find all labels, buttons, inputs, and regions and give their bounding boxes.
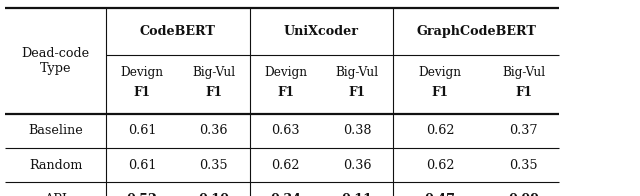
- Text: 0.61: 0.61: [128, 124, 156, 137]
- Text: 0.10: 0.10: [198, 193, 229, 196]
- Text: Devign: Devign: [264, 66, 307, 79]
- Text: Dead-code
Type: Dead-code Type: [22, 47, 90, 75]
- Text: 0.34: 0.34: [270, 193, 301, 196]
- Text: Random: Random: [29, 159, 83, 172]
- Text: CodeBERT: CodeBERT: [140, 25, 216, 38]
- Text: F1: F1: [134, 86, 150, 99]
- Text: 0.61: 0.61: [128, 159, 156, 172]
- Text: GraphCodeBERT: GraphCodeBERT: [416, 25, 536, 38]
- Text: UniXcoder: UniXcoder: [284, 25, 359, 38]
- Text: 0.35: 0.35: [200, 159, 228, 172]
- Text: 0.11: 0.11: [342, 193, 372, 196]
- Text: Devign: Devign: [419, 66, 462, 79]
- Text: 0.38: 0.38: [343, 124, 371, 137]
- Text: 0.62: 0.62: [271, 159, 300, 172]
- Text: API: API: [44, 193, 67, 196]
- Text: 0.63: 0.63: [271, 124, 300, 137]
- Text: 0.35: 0.35: [509, 159, 538, 172]
- Text: Baseline: Baseline: [28, 124, 83, 137]
- Text: 0.36: 0.36: [343, 159, 371, 172]
- Text: 0.62: 0.62: [426, 159, 454, 172]
- Text: Big-Vul: Big-Vul: [502, 66, 545, 79]
- Text: F1: F1: [515, 86, 532, 99]
- Text: Devign: Devign: [120, 66, 164, 79]
- Text: Big-Vul: Big-Vul: [335, 66, 379, 79]
- Text: 0.47: 0.47: [425, 193, 456, 196]
- Text: F1: F1: [277, 86, 294, 99]
- Text: 0.52: 0.52: [127, 193, 157, 196]
- Text: 0.62: 0.62: [426, 124, 454, 137]
- Text: 0.36: 0.36: [200, 124, 228, 137]
- Text: 0.09: 0.09: [508, 193, 539, 196]
- Text: F1: F1: [349, 86, 365, 99]
- Text: Big-Vul: Big-Vul: [192, 66, 236, 79]
- Text: 0.37: 0.37: [509, 124, 538, 137]
- Text: F1: F1: [432, 86, 449, 99]
- Text: F1: F1: [205, 86, 222, 99]
